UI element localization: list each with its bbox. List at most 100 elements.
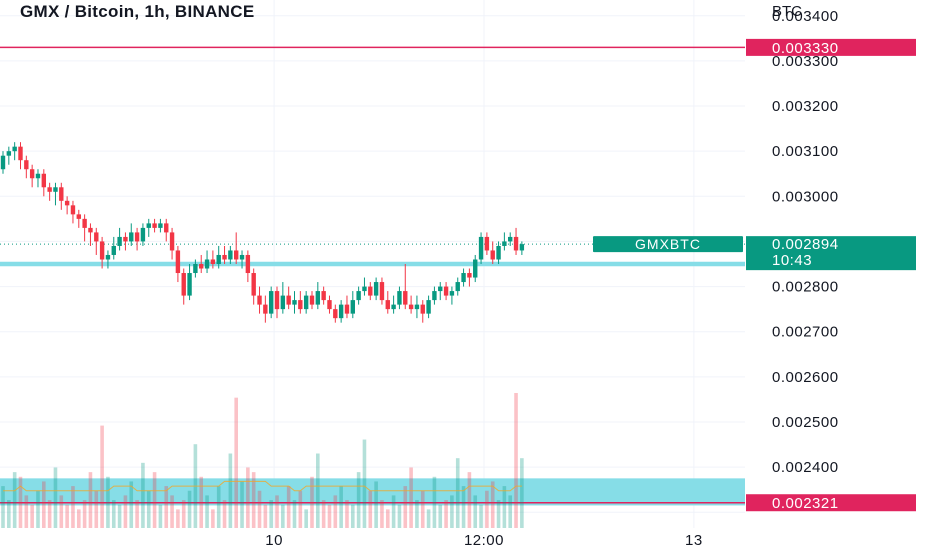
candle-body [82,218,87,228]
volume-bar [292,500,297,528]
support-zone [0,478,745,506]
candle-body [117,236,122,246]
volume-bar [36,490,40,528]
volume-bar [18,476,23,528]
volume-bar [222,500,227,528]
volume-bar [391,495,396,528]
candle-body [356,291,361,301]
volume-bar [409,467,413,528]
volume-bar [59,495,64,528]
candle-body [47,187,52,192]
volume-bar [257,490,262,528]
volume-bar [176,509,180,528]
volume-bar [100,425,104,528]
y-tick-label: 0.002800 [772,279,839,296]
candle-body [152,223,157,228]
volume-bar [181,500,186,528]
volume-bar [30,504,34,528]
candle-body [426,300,431,314]
candle-body [362,286,367,292]
volume-bar [362,439,367,528]
candle-body [397,291,402,305]
candle-body [140,227,146,242]
volume-bar [211,509,215,528]
y-tick-label: 0.002700 [772,324,839,341]
volume-bar [473,495,478,528]
candle-body [268,291,274,314]
volume-bar [251,472,256,528]
y-tick-label: 0.003100 [772,143,839,160]
candle-body [403,291,408,305]
candle-body [368,286,373,296]
candle-body [508,236,513,242]
candle-body [53,187,58,192]
candle-body [513,236,519,251]
support-zone [0,261,745,267]
x-tick-label: 13 [685,532,703,549]
volume-bar [356,472,361,528]
volume-bar [269,500,273,528]
volume-bar [240,481,244,528]
candle-body [210,259,216,264]
volume-bar [502,486,507,528]
volume-bar [7,500,11,528]
candle-body [455,282,460,292]
volume-bar [327,504,332,528]
volume-bar [111,500,116,528]
candle-body [204,259,210,269]
candle-body [303,295,309,310]
y-tick-label: 0.003300 [772,53,839,70]
candle-body [216,254,221,264]
volume-bar [88,472,93,528]
volume-bar [514,393,518,528]
candle-body [391,304,396,310]
volume-ma-line [3,480,522,492]
candle-body [350,300,355,314]
y-tick-label: 0.003000 [772,188,839,205]
y-tick-label: 0.003400 [772,8,839,25]
volume-bar [71,486,75,528]
volume-bar [496,500,501,528]
candle-body [478,236,484,260]
symbol-tag-label: GMXBTC [635,236,701,252]
x-tick-label: 10 [265,532,283,549]
candle-body [245,254,251,274]
volume-bar [1,486,5,528]
candle-body [175,250,181,274]
volume-bar [164,486,169,528]
volume-bar [47,500,52,528]
volume-bar [485,490,489,528]
candle-body [76,214,81,219]
candle-body [333,309,338,319]
volume-bar [275,495,279,528]
candle-body [239,254,245,260]
y-tick-label: 0.003200 [772,98,839,115]
volume-bar [321,500,326,528]
candle-body [484,236,490,251]
candle-body [490,250,495,260]
candle-body [146,223,151,228]
volume-bar [24,495,29,528]
candle-body [309,295,315,305]
candle-body [29,169,35,179]
candle-body [35,173,41,179]
candle-body [502,241,507,246]
candle-body [408,304,414,310]
volume-bar [403,486,408,528]
volume-bar [397,504,402,528]
candle-body [169,232,175,251]
volume-bar [158,504,163,528]
volume-bar [310,476,314,528]
y-tick-label: 0.002400 [772,459,839,476]
candle-body [280,295,286,310]
volume-bar [455,458,460,528]
volume-bar [106,476,110,528]
volume-bar [286,486,291,528]
volume-bar [298,490,303,528]
symbol-tag [593,236,743,253]
candle-body [199,264,204,269]
volume-bar [152,472,157,528]
volume-bar [94,490,99,528]
